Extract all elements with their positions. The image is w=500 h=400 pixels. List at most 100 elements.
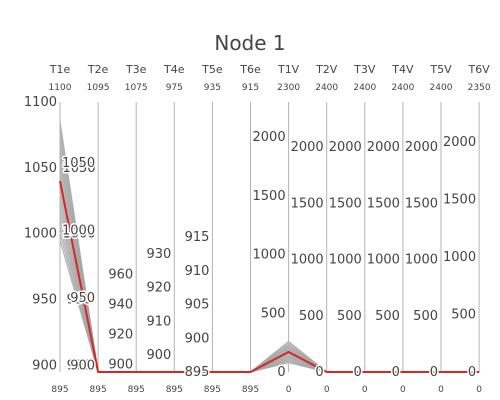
axis-min-label-t5e: 895 [204, 385, 221, 395]
axis-label-t1v: T1V [277, 63, 300, 76]
tick-label-t1e-1050: 1050 [24, 161, 57, 176]
axis-min-label-t2e: 895 [90, 385, 107, 395]
axis-min-label-t5v: 0 [438, 385, 444, 395]
axis-max-label-t6e: 915 [242, 83, 259, 93]
tick-label-t1e-950: 950 [32, 293, 57, 308]
tick-label-t6v-0: 0 [468, 365, 476, 380]
axis-max-label-t4v: 2400 [391, 83, 414, 93]
tick-label-t6v-1500: 1500 [443, 193, 476, 208]
axis-label-t5e: T5e [201, 63, 223, 76]
axis-labels-group: T1e1100895900950100010501100900950100010… [22, 63, 491, 395]
axis-max-label-t2e: 1095 [87, 83, 110, 93]
tick-label-t3v-0: 0 [354, 365, 362, 380]
background-line-13 [59, 207, 480, 373]
axis-max-label-t1e: 1100 [49, 83, 72, 93]
axis-max-label-t4e: 975 [166, 83, 183, 93]
axis-label-t4v: T4V [391, 63, 414, 76]
tick-label-t6v-2000: 2000 [443, 135, 476, 150]
tick-label-t5e-900: 900 [185, 331, 210, 346]
axis-label-t2v: T2V [315, 63, 338, 76]
tick-label-t2v-0: 0 [315, 365, 323, 380]
background-line-14 [59, 213, 480, 373]
tick-label-t2v-1500: 1500 [291, 196, 324, 211]
tick-label-t1v-1500: 1500 [253, 189, 286, 204]
tick-label-t4v-0: 0 [392, 365, 400, 380]
axis-max-label-t3v: 2400 [353, 83, 376, 93]
tick-label-t3e-920: 920 [108, 328, 133, 343]
tick-label-inner-t1e-1050: 1050 [62, 161, 95, 176]
tick-label-t4e-930: 930 [146, 247, 171, 262]
tick-label-t4e-900: 900 [146, 348, 171, 363]
background-line-11 [59, 194, 480, 373]
axis-min-label-t1e: 895 [51, 385, 68, 395]
axis-label-t3e: T3e [125, 63, 147, 76]
axis-min-label-t6e: 895 [242, 385, 259, 395]
tick-label-t1e-1000: 1000 [24, 227, 57, 242]
tick-label-t4v-1500: 1500 [367, 196, 400, 211]
tick-label-t2e-1050: 1050 [62, 156, 95, 171]
tick-label-t1v-1000: 1000 [253, 248, 286, 263]
axis-label-t4e: T4e [163, 63, 185, 76]
tick-label-t4e-910: 910 [146, 314, 171, 329]
tick-label-t5v-0: 0 [430, 365, 438, 380]
axis-min-label-t3v: 0 [362, 385, 368, 395]
highlight-line-group [59, 180, 480, 373]
tick-label-t2e-900: 900 [70, 358, 95, 373]
axis-label-t1e: T1e [49, 63, 71, 76]
tick-label-t1v-500: 500 [261, 306, 286, 321]
tick-label-inner-t1e-900: 900 [67, 358, 92, 373]
axis-label-t2e: T2e [87, 63, 109, 76]
tick-label-t3v-1000: 1000 [329, 253, 362, 268]
axis-max-label-t2v: 2400 [315, 83, 338, 93]
tick-label-t1e-900: 900 [32, 358, 57, 373]
tick-label-t1e-1100: 1100 [24, 95, 57, 110]
tick-label-t3e-900: 900 [108, 358, 133, 373]
tick-label-t2v-1000: 1000 [291, 253, 324, 268]
tick-label-inner-t1e-1000: 1000 [62, 227, 95, 242]
tick-label-t4e-920: 920 [146, 281, 171, 296]
axis-min-label-t3e: 895 [128, 385, 145, 395]
tick-label-t4v-1000: 1000 [367, 253, 400, 268]
axis-label-t5v: T5V [429, 63, 452, 76]
tick-label-t5v-500: 500 [413, 309, 438, 324]
highlight-line [59, 180, 480, 373]
tick-label-inner-t1e-950: 950 [67, 293, 92, 308]
axis-label-t6v: T6V [467, 63, 490, 76]
tick-label-t2v-2000: 2000 [291, 140, 324, 155]
axis-max-label-t5e: 935 [204, 83, 221, 93]
tick-label-t3e-940: 940 [108, 298, 133, 313]
background-line-12 [59, 200, 480, 373]
tick-label-t5e-915: 915 [185, 230, 210, 245]
tick-label-t4v-2000: 2000 [367, 140, 400, 155]
tick-label-t5e-905: 905 [185, 298, 210, 313]
axes-group [59, 102, 480, 372]
background-line-15 [59, 220, 480, 373]
tick-label-t4v-500: 500 [375, 309, 400, 324]
tick-label-t5v-2000: 2000 [405, 140, 438, 155]
tick-label-t5e-910: 910 [185, 264, 210, 279]
axis-max-label-t1v: 2300 [277, 83, 300, 93]
tick-label-t3e-960: 960 [108, 268, 133, 283]
tick-label-t2e-1000: 1000 [62, 223, 95, 238]
tick-label-t5v-1000: 1000 [405, 253, 438, 268]
tick-label-t3v-1500: 1500 [329, 196, 362, 211]
tick-label-t5v-1500: 1500 [405, 196, 438, 211]
axis-min-label-t4e: 895 [166, 385, 183, 395]
axis-max-label-t3e: 1075 [125, 83, 148, 93]
axis-max-label-t5v: 2400 [430, 83, 453, 93]
tick-label-t1v-0: 0 [277, 365, 285, 380]
axis-label-t3v: T3V [353, 63, 376, 76]
tick-label-t2v-500: 500 [299, 309, 324, 324]
tick-label-t5e-895: 895 [185, 365, 210, 380]
axis-max-label-t6v: 2350 [468, 83, 491, 93]
tick-label-t3v-500: 500 [337, 309, 362, 324]
axis-min-label-t1v: 0 [286, 385, 292, 395]
axis-min-label-t6v: 0 [476, 385, 482, 395]
axis-min-label-t2v: 0 [324, 385, 330, 395]
axis-min-label-t4v: 0 [400, 385, 406, 395]
tick-label-t6v-1000: 1000 [443, 250, 476, 265]
tick-label-t1v-2000: 2000 [253, 130, 286, 145]
chart-title: Node 1 [214, 31, 285, 55]
axis-label-t6e: T6e [239, 63, 261, 76]
